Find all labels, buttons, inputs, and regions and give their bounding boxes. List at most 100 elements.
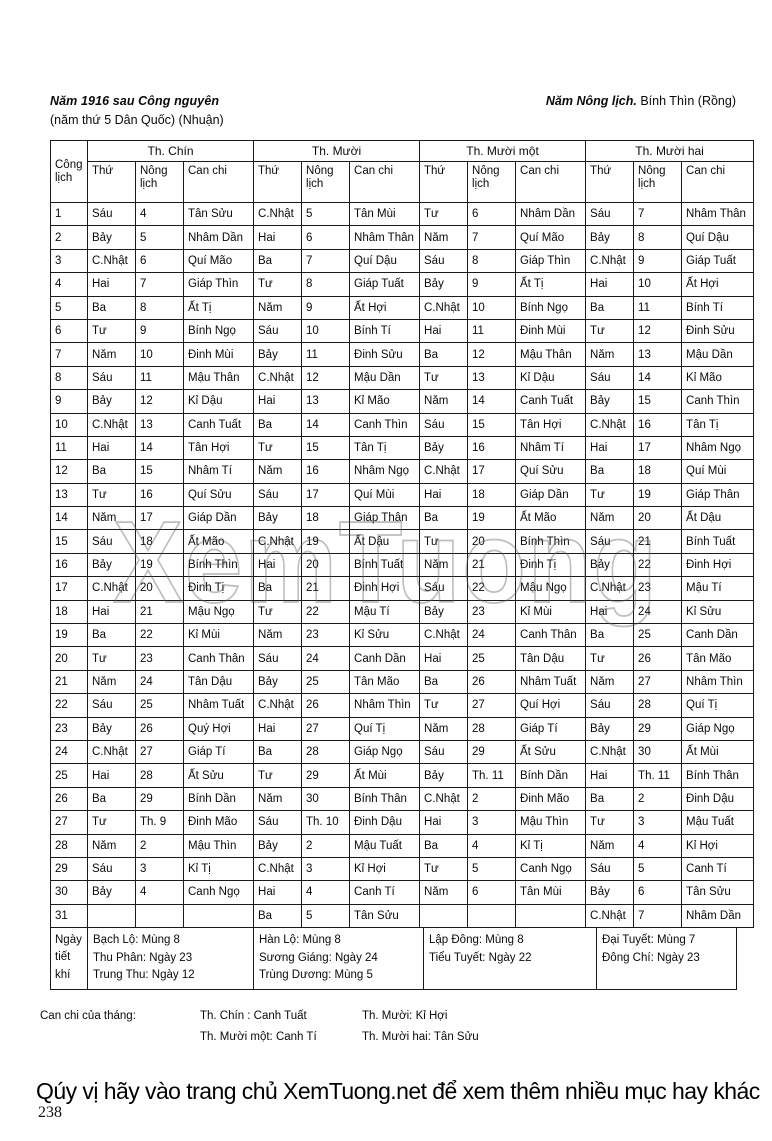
- table-row: 21 Năm 24 Tân Dậu Bảy 25 Tân Mão Ba 26 Nhâm Tuất N…: [50, 669, 755, 695]
- cell-m11-nong-lich: 10: [467, 295, 517, 320]
- cell-m11-can-chi: Ất Mão: [515, 506, 587, 531]
- cell-m12-nong-lich: 9: [633, 248, 683, 274]
- cell-m12-thu: Năm: [585, 506, 635, 531]
- can-chi-note: Can chi của tháng: Th. Chín : Canh Tuất …: [40, 1010, 740, 1052]
- cell-m10-nong-lich: 15: [301, 435, 351, 461]
- cell-m11-nong-lich: 22: [467, 576, 517, 601]
- cell-m12-thu: Hai: [585, 599, 635, 625]
- note-month12: Th. Mười hai: Tân Sửu: [362, 1031, 479, 1043]
- tiet-khi-item: Lập Đông: Mùng 8: [429, 934, 524, 947]
- cell-m12-thu: Tư: [585, 646, 635, 671]
- cell-m9-nong-lich: 24: [135, 669, 184, 695]
- tiet-khi-cell-3: Lập Đông: Mùng 8 Tiểu Tuyết: Ngày 22: [423, 927, 597, 990]
- cell-m12-thu: Sáu: [585, 529, 635, 554]
- cell-m9-can-chi: Kỉ Mùi: [182, 623, 255, 648]
- cell-cong-lich: 6: [50, 318, 88, 344]
- cell-m11-thu: Năm: [419, 716, 469, 741]
- cell-m12-nong-lich: 22: [633, 552, 683, 578]
- cell-cong-lich: 20: [50, 646, 88, 671]
- cell-m9-nong-lich: 27: [135, 739, 184, 765]
- cell-m11-can-chi: Đinh Tị: [515, 552, 587, 578]
- cell-m10-thu: Bảy: [253, 669, 303, 695]
- cell-m10-nong-lich: 29: [301, 763, 351, 788]
- cell-m9-thu: Sáu: [87, 365, 136, 391]
- cell-m12-can-chi: Tân Sửu: [681, 880, 755, 905]
- cell-m11-nong-lich: 26: [467, 669, 517, 695]
- cell-m9-can-chi: Giáp Tí: [182, 739, 255, 765]
- cell-m10-thu: Ba: [253, 903, 303, 929]
- table-row: 15 Sáu 18 Ất Mão C.Nhật 19 Ất Dậu Tư 20 Bính Thìn…: [50, 529, 755, 554]
- cell-m12-can-chi: Canh Tí: [681, 856, 755, 882]
- cell-m12-can-chi: Đinh Dậu: [681, 786, 755, 812]
- cell-m11-thu: Bảy: [419, 435, 469, 461]
- tiet-khi-item: Hàn Lộ: Mùng 8: [259, 934, 341, 947]
- cell-m11-thu: C.Nhật: [419, 786, 469, 812]
- cell-m12-can-chi: Tân Mão: [681, 646, 755, 671]
- cell-m10-can-chi: Đinh Sửu: [349, 342, 421, 367]
- cell-m11-can-chi: Tân Hợi: [515, 412, 587, 437]
- cell-m12-can-chi: Bính Thân: [681, 763, 755, 788]
- republic-year-subtitle: (năm thứ 5 Dân Quốc) (Nhuận): [50, 113, 224, 127]
- cell-m10-thu: C.Nhật: [253, 201, 303, 227]
- cell-m10-can-chi: Nhâm Ngọ: [349, 459, 421, 484]
- cell-m9-thu: [87, 903, 136, 929]
- table-row: 1 Sáu 4 Tân Sửu C.Nhật 5 Tân Mùi Tư 6 Nhâm Dần Sáu…: [50, 201, 755, 227]
- cell-m12-can-chi: Nhâm Thân: [681, 201, 755, 227]
- cell-m12-nong-lich: 7: [633, 201, 683, 227]
- table-row: 23 Bảy 26 Quý Hợi Hai 27 Quí Tị Năm 28 Giáp Tí Bảy…: [50, 716, 755, 741]
- cell-m10-nong-lich: 25: [301, 669, 351, 695]
- cell-m11-can-chi: Mậu Ngọ: [515, 576, 587, 601]
- cell-m9-can-chi: Mậu Thân: [182, 365, 255, 391]
- cell-m12-nong-lich: 11: [633, 295, 683, 320]
- cell-m11-can-chi: Tân Mùi: [515, 880, 587, 905]
- cell-m12-thu: Hai: [585, 763, 635, 788]
- cell-m9-thu: Năm: [87, 833, 136, 858]
- cell-m9-nong-lich: 16: [135, 482, 184, 508]
- cell-m10-can-chi: Kỉ Sửu: [349, 623, 421, 648]
- cell-cong-lich: 25: [50, 763, 88, 788]
- subheader-thu-m10: Thứ: [253, 161, 303, 203]
- cell-cong-lich: 16: [50, 552, 88, 578]
- cell-m10-thu: Sáu: [253, 646, 303, 671]
- subheader-thu-m11: Thứ: [419, 161, 469, 203]
- subheader-canchi-m10: Can chi: [349, 161, 421, 203]
- cell-m11-can-chi: Kỉ Dậu: [515, 365, 587, 391]
- cell-m11-can-chi: Đinh Mùi: [515, 318, 587, 344]
- cell-m9-thu: Ba: [87, 786, 136, 812]
- table-row: 14 Năm 17 Giáp Dần Bảy 18 Giáp Thân Ba 19 Ất Mão N…: [50, 506, 755, 531]
- cell-m12-nong-lich: 27: [633, 669, 683, 695]
- subheader-nonglich-m12: Nông lịch: [633, 161, 683, 203]
- cell-m10-thu: Tư: [253, 763, 303, 788]
- tiet-khi-item: Trung Thu: Ngày 12: [93, 969, 195, 982]
- note-label: Can chi của tháng:: [40, 1010, 136, 1022]
- note-row: Can chi của tháng: Th. Chín : Canh Tuất …: [40, 1010, 740, 1031]
- cell-m9-thu: Năm: [87, 669, 136, 695]
- cell-m9-can-chi: Tân Sửu: [182, 201, 255, 227]
- cell-m10-nong-lich: 18: [301, 506, 351, 531]
- cell-m10-can-chi: Đinh Dậu: [349, 810, 421, 835]
- cell-m9-nong-lich: 21: [135, 599, 184, 625]
- page-header: Năm 1916 sau Công nguyên (năm thứ 5 Dân …: [50, 94, 736, 134]
- tiet-khi-item: Thu Phân: Ngày 23: [93, 951, 193, 964]
- cell-m12-thu: Ba: [585, 459, 635, 484]
- tiet-khi-item: Đông Chí: Ngày 23: [602, 951, 700, 964]
- cell-cong-lich: 19: [50, 623, 88, 648]
- cell-m11-can-chi: Ất Tị: [515, 272, 587, 297]
- table-row: 9 Bảy 12 Kỉ Dậu Hai 13 Kỉ Mão Năm 14 Canh Tuất Bảy…: [50, 389, 755, 414]
- cell-m10-nong-lich: 5: [301, 903, 351, 929]
- cell-m11-nong-lich: 8: [467, 248, 517, 274]
- table-row: 19 Ba 22 Kỉ Mùi Năm 23 Kỉ Sửu C.Nhật 24 Canh Thân…: [50, 623, 755, 648]
- cell-m9-thu: Tư: [87, 318, 136, 344]
- cell-m12-can-chi: Kỉ Mão: [681, 365, 755, 391]
- cell-m10-nong-lich: 12: [301, 365, 351, 391]
- cell-m10-can-chi: Tân Mão: [349, 669, 421, 695]
- cell-m11-nong-lich: 4: [467, 833, 517, 858]
- cell-m9-can-chi: Nhâm Dần: [182, 225, 255, 250]
- tiet-khi-row: Ngày tiết khí Bạch Lộ: Mùng 8 Thu Phân: …: [50, 927, 737, 990]
- cell-cong-lich: 9: [50, 389, 88, 414]
- cell-m12-thu: Tư: [585, 482, 635, 508]
- cell-m12-can-chi: Giáp Ngọ: [681, 716, 755, 741]
- cell-m11-can-chi: Giáp Tí: [515, 716, 587, 741]
- cell-m10-can-chi: Quí Mùi: [349, 482, 421, 508]
- cell-m9-nong-lich: 8: [135, 295, 184, 320]
